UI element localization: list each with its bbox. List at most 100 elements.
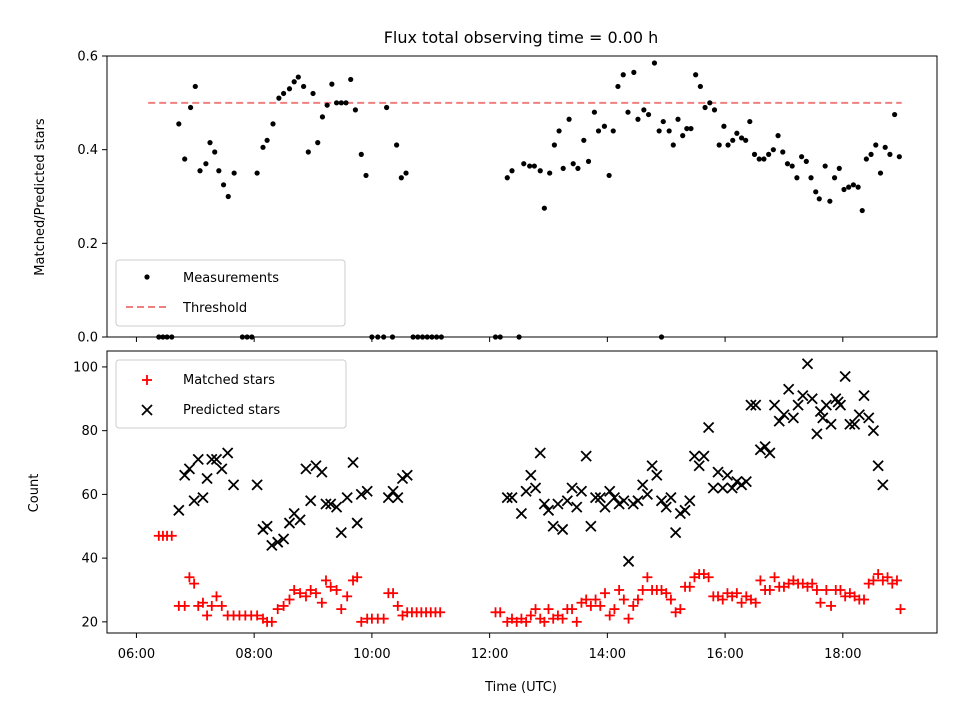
predicted-star-point <box>316 466 328 478</box>
measurement-point <box>697 83 703 90</box>
top-y-axis-label: Matched/Predicted stars <box>33 118 48 276</box>
matched-star-point <box>642 572 653 583</box>
matched-star-point <box>378 613 389 624</box>
predicted-star-point <box>844 418 856 430</box>
matched-star-point <box>272 604 283 615</box>
x-stroke-b <box>820 399 832 411</box>
bottom-y-tick-label: 60 <box>81 488 98 503</box>
predicted-star-point <box>877 479 889 491</box>
x-stroke-b <box>216 463 228 475</box>
measurement-point <box>192 83 198 90</box>
x-stroke-b <box>585 520 597 532</box>
predicted-star-point <box>726 482 738 494</box>
measurements-series <box>156 60 902 340</box>
predicted-star-point <box>216 463 228 475</box>
matched-star-point <box>495 607 506 618</box>
predicted-star-point <box>547 520 559 532</box>
predicted-star-point <box>305 495 317 507</box>
top-y-ticks: 0.0 0.2 0.4 0.6 <box>77 50 107 346</box>
x-stroke-b <box>684 495 696 507</box>
predicted-star-point <box>806 393 818 405</box>
measurement-point <box>560 165 566 171</box>
predicted-star-point <box>556 523 569 536</box>
x-stroke-b <box>745 399 757 411</box>
matched-star-point <box>189 578 200 589</box>
bottom-panel: 20 40 60 80 100 06:00 08:00 10:00 12:00 14:00 16:… <box>27 337 938 695</box>
predicted-star-point <box>506 491 518 504</box>
x-stroke-b <box>811 428 823 440</box>
measurement-point <box>324 102 330 108</box>
measurement-point <box>873 142 879 148</box>
measurement-point <box>187 104 194 111</box>
legend-matched-stars: Matched stars <box>183 373 275 388</box>
matched-star-point <box>543 604 554 615</box>
predicted-star-point <box>542 504 555 516</box>
measurement-point <box>169 334 175 340</box>
x-stroke-b <box>341 491 353 504</box>
matched-star-point <box>571 616 582 627</box>
measurement-point <box>381 334 387 340</box>
predicted-legend-marker <box>141 404 153 416</box>
measurement-point <box>160 334 166 340</box>
x-stroke-b <box>872 460 884 472</box>
x-tick-label: 08:00 <box>235 647 272 662</box>
top-y-tick-label: 0.4 <box>77 143 98 158</box>
top-legend-box <box>115 259 346 327</box>
predicted-star-point <box>707 482 719 494</box>
measurement-point <box>711 107 718 113</box>
x-stroke-b <box>277 533 290 545</box>
measurement-point <box>239 334 245 340</box>
measurement-point <box>846 184 852 190</box>
measurement-point <box>794 175 800 181</box>
x-stroke-b <box>599 501 611 513</box>
measurement-point <box>216 168 222 174</box>
matched-star-point <box>316 597 327 608</box>
x-stroke-b <box>787 412 800 424</box>
legend-threshold: Threshold <box>182 301 247 316</box>
matched-star-point <box>811 584 822 595</box>
x-stroke-b <box>183 463 196 475</box>
measurement-point <box>610 128 616 134</box>
matched-star-point <box>166 530 177 541</box>
predicted-star-point <box>580 450 592 462</box>
measurement-point <box>625 109 631 115</box>
x-stroke-b <box>632 495 644 507</box>
measurement-point <box>551 142 557 148</box>
matched-star-point <box>637 584 648 595</box>
x-stroke-b <box>300 463 312 475</box>
x-stroke-b <box>764 447 776 459</box>
x-stroke-b <box>392 491 404 504</box>
x-stroke-b <box>806 393 818 405</box>
x-stroke-b <box>561 495 573 507</box>
matched-star-point <box>356 616 367 627</box>
predicted-star-point <box>222 447 234 459</box>
measurement-point <box>836 165 842 171</box>
predicted-star-point <box>778 409 790 421</box>
predicted-star-point <box>351 517 363 529</box>
predicted-star-point <box>679 504 691 516</box>
chart-title: Flux total observing time = 0.00 h <box>384 28 659 47</box>
predicted-star-point <box>261 520 273 532</box>
measurement-point <box>301 83 307 90</box>
x-stroke-b <box>542 504 555 516</box>
predicted-star-point <box>853 409 865 421</box>
predicted-star-point <box>382 491 395 504</box>
bottom-y-ticks: 20 40 60 80 100 <box>73 360 107 630</box>
x-stroke-b <box>266 539 278 552</box>
x-stroke-b <box>320 498 332 510</box>
predicted-star-point <box>277 533 290 545</box>
x-stroke-b <box>335 526 347 539</box>
measurement-point <box>601 123 608 129</box>
measurement-point <box>225 193 231 200</box>
predicted-star-point <box>594 491 606 504</box>
measurement-point <box>415 334 421 340</box>
measurement-point <box>725 142 731 148</box>
measurement-point <box>775 133 781 139</box>
predicted-star-point <box>646 460 658 472</box>
measurement-point <box>231 170 237 176</box>
x-stroke-b <box>310 460 322 472</box>
x-stroke-b <box>707 482 719 494</box>
measurement-point <box>220 182 227 188</box>
measurement-point <box>770 147 776 153</box>
matched-star-point <box>581 594 592 605</box>
